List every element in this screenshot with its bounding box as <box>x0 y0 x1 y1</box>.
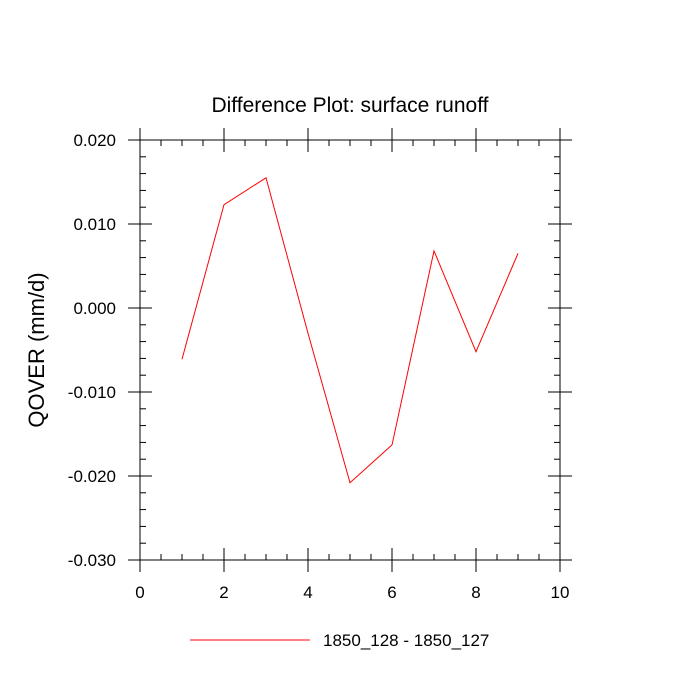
x-tick-label: 2 <box>219 583 228 602</box>
y-axis-label: QOVER (mm/d) <box>24 272 49 427</box>
y-tick-label: -0.020 <box>68 467 116 486</box>
x-tick-label: 0 <box>135 583 144 602</box>
legend-label: 1850_128 - 1850_127 <box>323 631 489 650</box>
plot-frame <box>139 139 561 561</box>
x-tick-label: 8 <box>471 583 480 602</box>
x-tick-label: 4 <box>303 583 312 602</box>
series-line <box>181 177 519 484</box>
chart-title: Difference Plot: surface runoff <box>211 94 488 117</box>
legend: 1850_128 - 1850_127 <box>190 631 489 650</box>
x-tick-label: 10 <box>551 583 570 602</box>
y-tick-label: -0.030 <box>68 551 116 570</box>
tick-labels: 0 2 4 6 8 10 -0.030 -0.020 -0.010 0.000 0.010 0.020 <box>68 131 570 602</box>
y-tick-label: 0.020 <box>73 131 116 150</box>
x-tick-label: 6 <box>387 583 396 602</box>
y-tick-label: -0.010 <box>68 383 116 402</box>
y-tick-label: 0.000 <box>73 299 116 318</box>
series-layer <box>181 177 519 484</box>
y-tick-label: 0.010 <box>73 215 116 234</box>
